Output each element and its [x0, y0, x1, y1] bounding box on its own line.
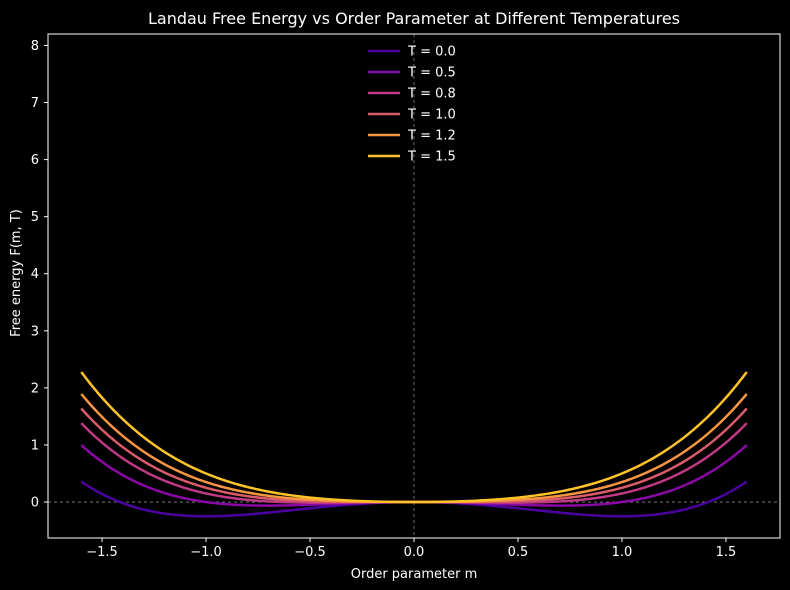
- legend-label-5: T = 1.5: [407, 150, 456, 165]
- x-axis-label: Order parameter m: [351, 567, 478, 582]
- y-tick-label: 6: [31, 153, 39, 168]
- x-tick-label: 1.5: [716, 545, 737, 560]
- legend-label-3: T = 1.0: [407, 108, 456, 123]
- y-tick-label: 7: [31, 96, 39, 111]
- x-tick-label: −1.5: [86, 545, 118, 560]
- x-tick-label: 0.5: [508, 545, 529, 560]
- y-tick-label: 5: [31, 210, 39, 225]
- y-tick-label: 1: [31, 438, 39, 453]
- plot-area: −1.5 −1.0 −0.5 0.0 0.5 1.0 1.5 0 1 2 3 4 5 6 7 8: [31, 33, 781, 560]
- y-tick-label: 4: [31, 267, 39, 282]
- y-tick-label: 0: [31, 496, 39, 511]
- x-tick-label: 0.0: [404, 545, 425, 560]
- x-tick-label: −0.5: [294, 545, 326, 560]
- legend-label-2: T = 0.8: [407, 87, 456, 102]
- legend-label-4: T = 1.2: [407, 129, 456, 144]
- chart-title: Landau Free Energy vs Order Parameter at…: [148, 9, 680, 28]
- x-tick-label: 1.0: [612, 545, 633, 560]
- legend-label-0: T = 0.0: [407, 45, 456, 60]
- y-tick-label: 3: [31, 324, 39, 339]
- series-line-5: [80, 371, 748, 504]
- legend: T = 0.0 T = 0.5 T = 0.8 T = 1.0 T = 1.2 T = 1…: [368, 45, 456, 165]
- y-axis-label: Free energy F(m, T): [9, 209, 24, 337]
- y-tick-label: 8: [31, 39, 39, 54]
- y-tick-label: 2: [31, 381, 39, 396]
- legend-label-1: T = 0.5: [407, 66, 456, 81]
- x-tick-label: −1.0: [190, 545, 222, 560]
